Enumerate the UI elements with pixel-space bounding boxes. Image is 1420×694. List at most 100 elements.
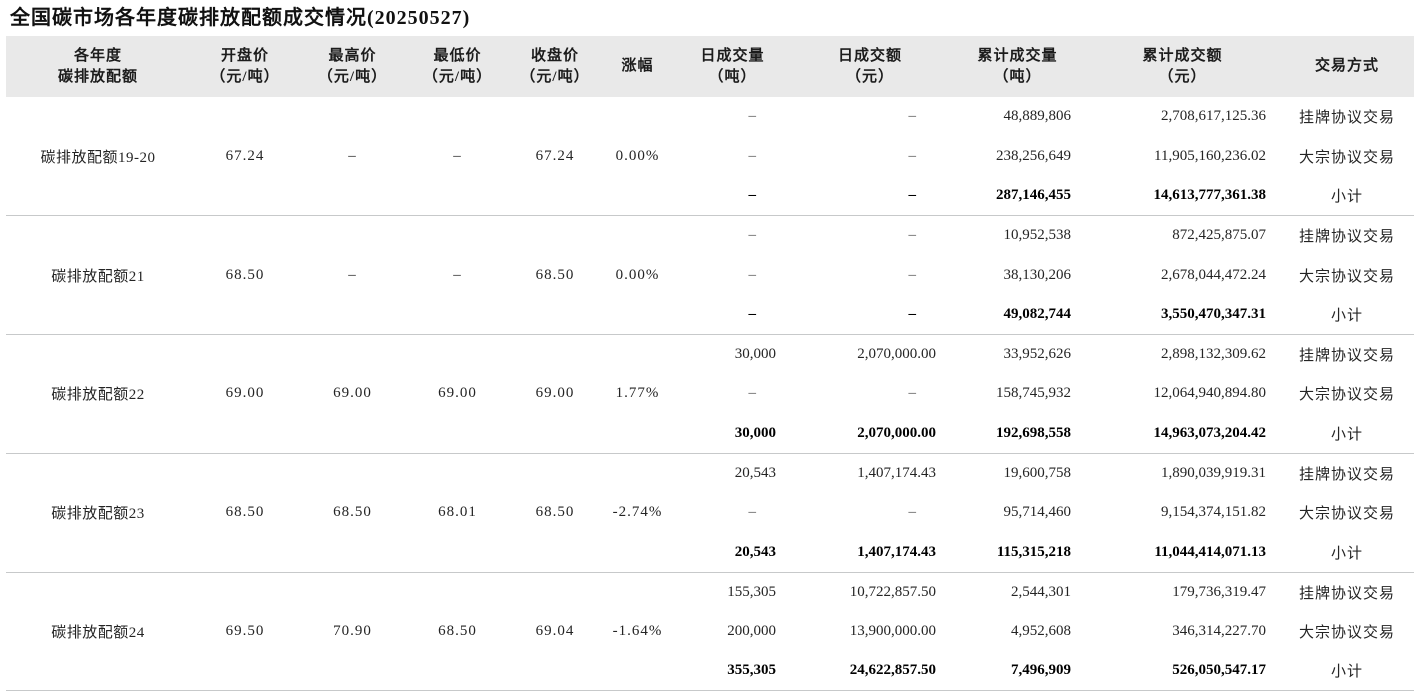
low-cell: 68.50 bbox=[438, 623, 477, 640]
daily-volume-cell: 155,305 bbox=[727, 583, 776, 600]
open-cell: 68.50 bbox=[225, 504, 265, 521]
daily-volume-cell: – bbox=[748, 108, 757, 125]
method-cell: 大宗协议交易 bbox=[1298, 268, 1395, 285]
method-cell: 小计 bbox=[1330, 189, 1363, 206]
method-cell: 小计 bbox=[1330, 545, 1363, 562]
low-cell: 69.00 bbox=[438, 385, 477, 402]
header-label: 最低价 bbox=[433, 47, 482, 64]
allowance-name: 碳排放配额22 bbox=[51, 387, 145, 404]
cum-volume-cell: 238,256,649 bbox=[996, 147, 1071, 164]
method-cell: 小计 bbox=[1330, 664, 1363, 681]
daily-amount-cell: 2,070,000.00 bbox=[857, 346, 936, 363]
allowance-group-19-20: 碳排放配额19-20 67.24 – – 67.24 0.00% – – 48,889,806 2… bbox=[6, 97, 1414, 216]
high-cell: 69.00 bbox=[333, 385, 372, 402]
daily-amount-cell: – bbox=[908, 108, 917, 125]
method-cell: 挂牌协议交易 bbox=[1298, 585, 1395, 602]
low-cell: – bbox=[453, 266, 462, 283]
column-header-high: 最高价 （元/吨） bbox=[300, 36, 405, 97]
header-unit: （元/吨） bbox=[317, 68, 388, 85]
daily-volume-cell: 30,000 bbox=[734, 424, 776, 441]
method-cell: 小计 bbox=[1330, 308, 1363, 325]
header-label: 交易方式 bbox=[1314, 58, 1379, 74]
cum-amount-cell: 179,736,319.47 bbox=[1172, 583, 1266, 600]
header-unit: （元/吨） bbox=[210, 68, 280, 85]
table-row: 355,305 24,622,857.50 7,496,909 526,050,547… bbox=[6, 651, 1414, 691]
column-header-close: 收盘价 （元/吨） bbox=[510, 36, 600, 97]
method-cell: 挂牌协议交易 bbox=[1298, 229, 1395, 246]
change-cell: -1.64% bbox=[612, 623, 663, 640]
allowance-group-21: 碳排放配额21 68.50 – – 68.50 0.00% – – 10,952,538 872,… bbox=[6, 216, 1414, 335]
header-label: 累计成交量 bbox=[977, 47, 1058, 64]
table-row: 30,000 2,070,000.00 192,698,558 14,963,073,… bbox=[6, 414, 1414, 454]
header-unit: （元） bbox=[845, 68, 894, 85]
cum-amount-cell: 9,154,374,151.82 bbox=[1161, 504, 1266, 521]
method-cell: 大宗协议交易 bbox=[1298, 506, 1395, 523]
cum-volume-cell: 158,745,932 bbox=[996, 385, 1071, 402]
daily-volume-cell: 20,543 bbox=[734, 464, 776, 481]
method-cell: 挂牌协议交易 bbox=[1298, 466, 1395, 483]
header-unit: （吨） bbox=[708, 68, 757, 85]
open-cell: 69.00 bbox=[225, 385, 265, 402]
daily-volume-cell: – bbox=[748, 187, 757, 204]
change-cell: 0.00% bbox=[615, 266, 660, 283]
high-cell: 68.50 bbox=[333, 504, 372, 521]
method-cell: 挂牌协议交易 bbox=[1298, 348, 1395, 365]
change-cell: 0.00% bbox=[615, 147, 660, 164]
change-cell: 1.77% bbox=[615, 385, 660, 402]
open-cell: 68.50 bbox=[225, 266, 265, 283]
high-cell: – bbox=[348, 147, 357, 164]
table-row: – – 38,130,206 2,678,044,472.24 大宗协议交易 bbox=[6, 255, 1414, 295]
daily-volume-cell: – bbox=[748, 147, 757, 164]
cum-amount-cell: 12,064,940,894.80 bbox=[1153, 385, 1267, 402]
column-header-daily_amount: 日成交额 （元） bbox=[790, 36, 950, 97]
high-cell: 70.90 bbox=[333, 623, 372, 640]
cum-volume-cell: 19,600,758 bbox=[1003, 464, 1072, 481]
column-header-open: 开盘价 （元/吨） bbox=[190, 36, 300, 97]
daily-volume-cell: – bbox=[748, 504, 757, 521]
open-cell: 67.24 bbox=[225, 147, 265, 164]
table-row: – – 158,745,932 12,064,940,894.80 大宗协议交易 bbox=[6, 374, 1414, 414]
header-unit: （元） bbox=[1158, 68, 1207, 85]
allowance-name: 碳排放配额21 bbox=[51, 268, 145, 285]
daily-amount-cell: 10,722,857.50 bbox=[849, 583, 936, 600]
header-label: 开盘价 bbox=[220, 47, 269, 64]
cum-amount-cell: 1,890,039,919.31 bbox=[1161, 464, 1266, 481]
daily-volume-cell: – bbox=[748, 227, 757, 244]
daily-volume-cell: – bbox=[748, 306, 757, 323]
daily-amount-cell: – bbox=[908, 147, 917, 164]
cum-amount-cell: 3,550,470,347.31 bbox=[1161, 306, 1266, 323]
column-header-method: 交易方式 bbox=[1280, 36, 1414, 97]
table-row: 200,000 13,900,000.00 4,952,608 346,314,227… bbox=[6, 612, 1414, 652]
header-unit: （元/吨） bbox=[520, 68, 590, 85]
daily-amount-cell: 1,407,174.43 bbox=[857, 543, 936, 560]
cum-amount-cell: 346,314,227.70 bbox=[1172, 623, 1266, 640]
cum-volume-cell: 7,496,909 bbox=[1011, 662, 1071, 679]
table-row: – – 287,146,455 14,613,777,361.38 小计 bbox=[6, 176, 1414, 216]
daily-amount-cell: 1,407,174.43 bbox=[857, 464, 936, 481]
cum-volume-cell: 49,082,744 bbox=[1003, 306, 1072, 323]
cum-volume-cell: 115,315,218 bbox=[996, 543, 1071, 560]
table-row: 碳排放配额21 68.50 – – 68.50 0.00% – – 10,952,538 872,… bbox=[6, 216, 1414, 284]
daily-amount-cell: – bbox=[908, 504, 917, 521]
allowance-name: 碳排放配额19-20 bbox=[40, 149, 156, 166]
daily-amount-cell: – bbox=[908, 266, 917, 283]
low-cell: – bbox=[453, 147, 462, 164]
header-label: 收盘价 bbox=[530, 47, 579, 64]
allowance-name: 碳排放配额23 bbox=[51, 506, 145, 523]
carbon-market-table: 各年度 碳排放配额 开盘价 （元/吨） 最高价 （元/吨） 最低价 （元/吨） 收盘价 （元/吨）… bbox=[6, 36, 1414, 691]
cum-volume-cell: 48,889,806 bbox=[1003, 108, 1072, 125]
cum-volume-cell: 95,714,460 bbox=[1003, 504, 1072, 521]
daily-volume-cell: – bbox=[748, 266, 757, 283]
cum-volume-cell: 33,952,626 bbox=[1003, 346, 1072, 363]
column-header-name: 各年度 碳排放配额 bbox=[6, 36, 190, 97]
allowance-group-23: 碳排放配额23 68.50 68.50 68.01 68.50 -2.74% 20,543 1… bbox=[6, 453, 1414, 573]
header-unit: （元/吨） bbox=[422, 68, 493, 85]
method-cell: 小计 bbox=[1330, 426, 1363, 443]
open-cell: 69.50 bbox=[225, 623, 265, 640]
table-row: – – 238,256,649 11,905,160,236.02 大宗协议交易 bbox=[6, 137, 1414, 177]
header-unit: 碳排放配额 bbox=[57, 68, 138, 85]
cum-amount-cell: 2,678,044,472.24 bbox=[1161, 266, 1266, 283]
method-cell: 大宗协议交易 bbox=[1298, 625, 1395, 642]
cum-volume-cell: 10,952,538 bbox=[1003, 227, 1072, 244]
cum-volume-cell: 287,146,455 bbox=[996, 187, 1071, 204]
